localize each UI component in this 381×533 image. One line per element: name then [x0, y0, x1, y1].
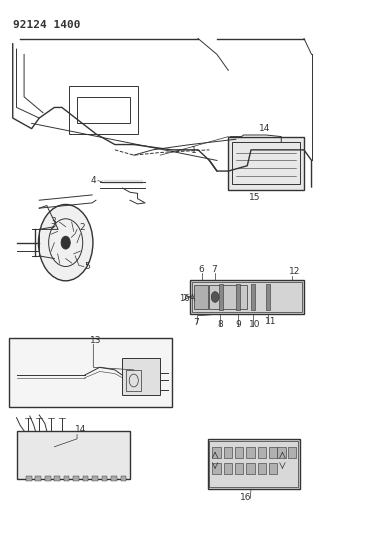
Bar — [235, 463, 243, 474]
Bar — [210, 285, 247, 309]
Bar — [26, 476, 32, 481]
Bar — [73, 476, 79, 481]
Text: 10: 10 — [249, 320, 261, 329]
Bar — [224, 463, 232, 474]
Text: 14: 14 — [75, 424, 86, 433]
Bar — [69, 86, 138, 134]
Text: 14: 14 — [259, 124, 270, 133]
Bar — [54, 476, 60, 481]
Bar — [83, 476, 88, 481]
Bar — [208, 439, 300, 489]
Text: 15: 15 — [249, 193, 261, 203]
Text: 12: 12 — [289, 268, 300, 277]
Bar — [266, 284, 270, 310]
Bar — [77, 97, 130, 123]
Text: 16: 16 — [240, 493, 251, 502]
Circle shape — [61, 236, 70, 249]
Bar — [269, 463, 277, 474]
Bar — [190, 280, 304, 314]
Bar — [269, 447, 277, 458]
Bar — [45, 476, 51, 481]
Text: 16A: 16A — [179, 294, 195, 303]
Bar — [232, 142, 300, 184]
Text: 13: 13 — [90, 336, 102, 345]
Bar — [247, 447, 255, 458]
Text: 7: 7 — [194, 318, 199, 327]
Text: 6: 6 — [198, 265, 204, 274]
Text: 7: 7 — [211, 265, 217, 274]
Circle shape — [38, 205, 93, 281]
Text: 9: 9 — [235, 320, 241, 329]
Bar — [247, 463, 255, 474]
Bar — [258, 463, 266, 474]
Bar — [277, 447, 286, 458]
Bar — [92, 476, 98, 481]
Text: 5: 5 — [85, 262, 90, 271]
Bar — [16, 431, 130, 479]
Bar — [9, 338, 171, 407]
Text: 4: 4 — [90, 176, 96, 185]
Bar — [213, 463, 221, 474]
Bar — [64, 476, 69, 481]
Bar — [219, 284, 223, 310]
Text: 8: 8 — [217, 320, 223, 329]
Text: 2: 2 — [79, 223, 85, 232]
Bar — [210, 441, 298, 487]
Bar — [251, 284, 255, 310]
Bar — [192, 282, 302, 312]
Bar — [258, 447, 266, 458]
Text: 92124 1400: 92124 1400 — [13, 20, 80, 30]
Bar — [235, 447, 243, 458]
Bar — [120, 476, 126, 481]
Circle shape — [211, 292, 219, 302]
Bar — [288, 447, 296, 458]
Bar — [213, 447, 221, 458]
Bar — [122, 358, 160, 395]
Bar — [111, 476, 117, 481]
Bar — [236, 284, 240, 310]
Bar — [35, 476, 41, 481]
Bar — [102, 476, 107, 481]
Bar — [228, 136, 304, 190]
Text: 11: 11 — [266, 317, 277, 326]
Bar — [224, 447, 232, 458]
Text: 1: 1 — [178, 146, 196, 155]
Bar — [194, 285, 208, 309]
Bar — [126, 370, 141, 391]
Text: 3: 3 — [51, 217, 56, 226]
